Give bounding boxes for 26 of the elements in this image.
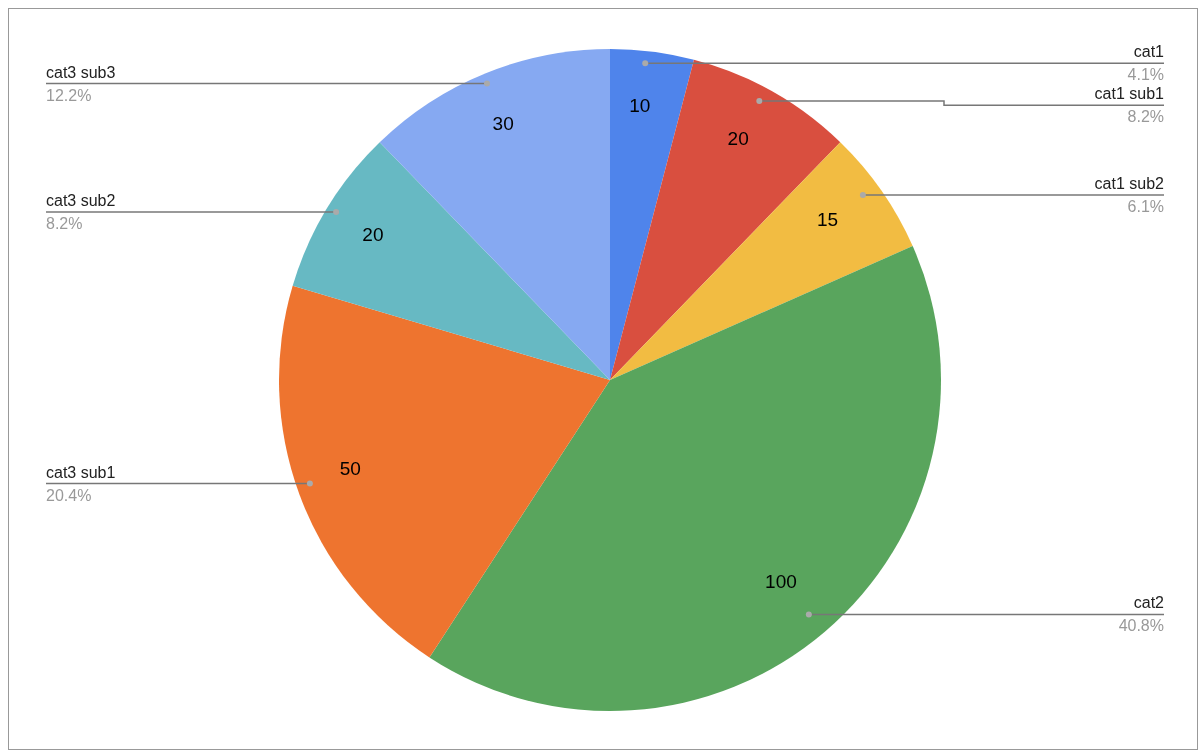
text: 40.8% [1118,617,1164,635]
data-label: 50 [339,458,361,480]
slice-label: cat1 sub1 [1094,85,1165,103]
slice-label: cat1 sub2 [1094,175,1165,193]
data-label: 20 [362,223,384,245]
data-label: 10 [629,95,651,117]
slice-label: cat3 sub1 [46,463,116,481]
slice-label: cat3 sub2 [46,191,116,209]
text: 20.4% [46,486,92,504]
text: 8.2% [46,214,83,232]
pie-slice [292,142,610,380]
data-label: 100 [765,571,797,593]
data-label: 15 [817,209,839,231]
pie-slice [279,285,610,658]
text: 8.2% [1127,108,1164,126]
pie-slice [610,59,841,380]
text: 12.2% [46,86,92,104]
data-label: 20 [727,128,749,150]
slice-label: cat1 [1133,43,1165,61]
slice-label: cat2 [1133,594,1165,612]
pie-slice [429,246,941,711]
text: 4.1% [1127,66,1164,84]
text: 6.1% [1127,198,1164,216]
slice-label: cat3 sub3 [46,63,116,81]
data-label: 30 [492,112,514,134]
pie-slice [610,49,694,380]
